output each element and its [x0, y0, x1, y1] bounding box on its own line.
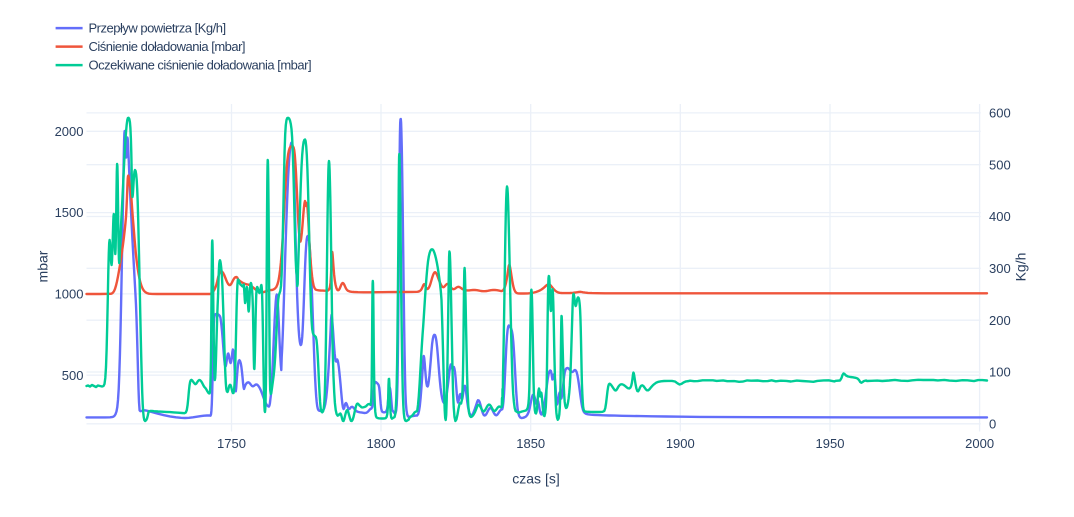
svg-text:200: 200	[989, 313, 1011, 328]
svg-text:Przepływ powietrza [Kg/h]: Przepływ powietrza [Kg/h]	[89, 21, 226, 36]
svg-text:czas [s]: czas [s]	[512, 471, 559, 487]
svg-text:400: 400	[989, 209, 1011, 224]
svg-text:1800: 1800	[367, 436, 396, 451]
svg-text:Ciśnienie doładowania [mbar]: Ciśnienie doładowania [mbar]	[89, 39, 246, 54]
svg-text:500: 500	[989, 157, 1011, 172]
svg-text:Kg/h: Kg/h	[1013, 253, 1029, 282]
svg-text:100: 100	[989, 365, 1011, 380]
svg-text:1500: 1500	[55, 205, 84, 220]
svg-text:2000: 2000	[55, 124, 84, 139]
svg-text:1750: 1750	[217, 436, 246, 451]
svg-text:0: 0	[989, 416, 996, 431]
svg-text:1000: 1000	[55, 287, 84, 302]
svg-text:1850: 1850	[516, 436, 545, 451]
svg-text:mbar: mbar	[35, 250, 51, 282]
svg-text:500: 500	[62, 368, 84, 383]
svg-text:1950: 1950	[816, 436, 845, 451]
svg-text:600: 600	[989, 106, 1011, 121]
svg-text:2000: 2000	[965, 436, 994, 451]
svg-text:300: 300	[989, 261, 1011, 276]
svg-text:1900: 1900	[666, 436, 695, 451]
svg-text:Oczekiwane ciśnienie doładowan: Oczekiwane ciśnienie doładowania [mbar]	[89, 58, 312, 73]
